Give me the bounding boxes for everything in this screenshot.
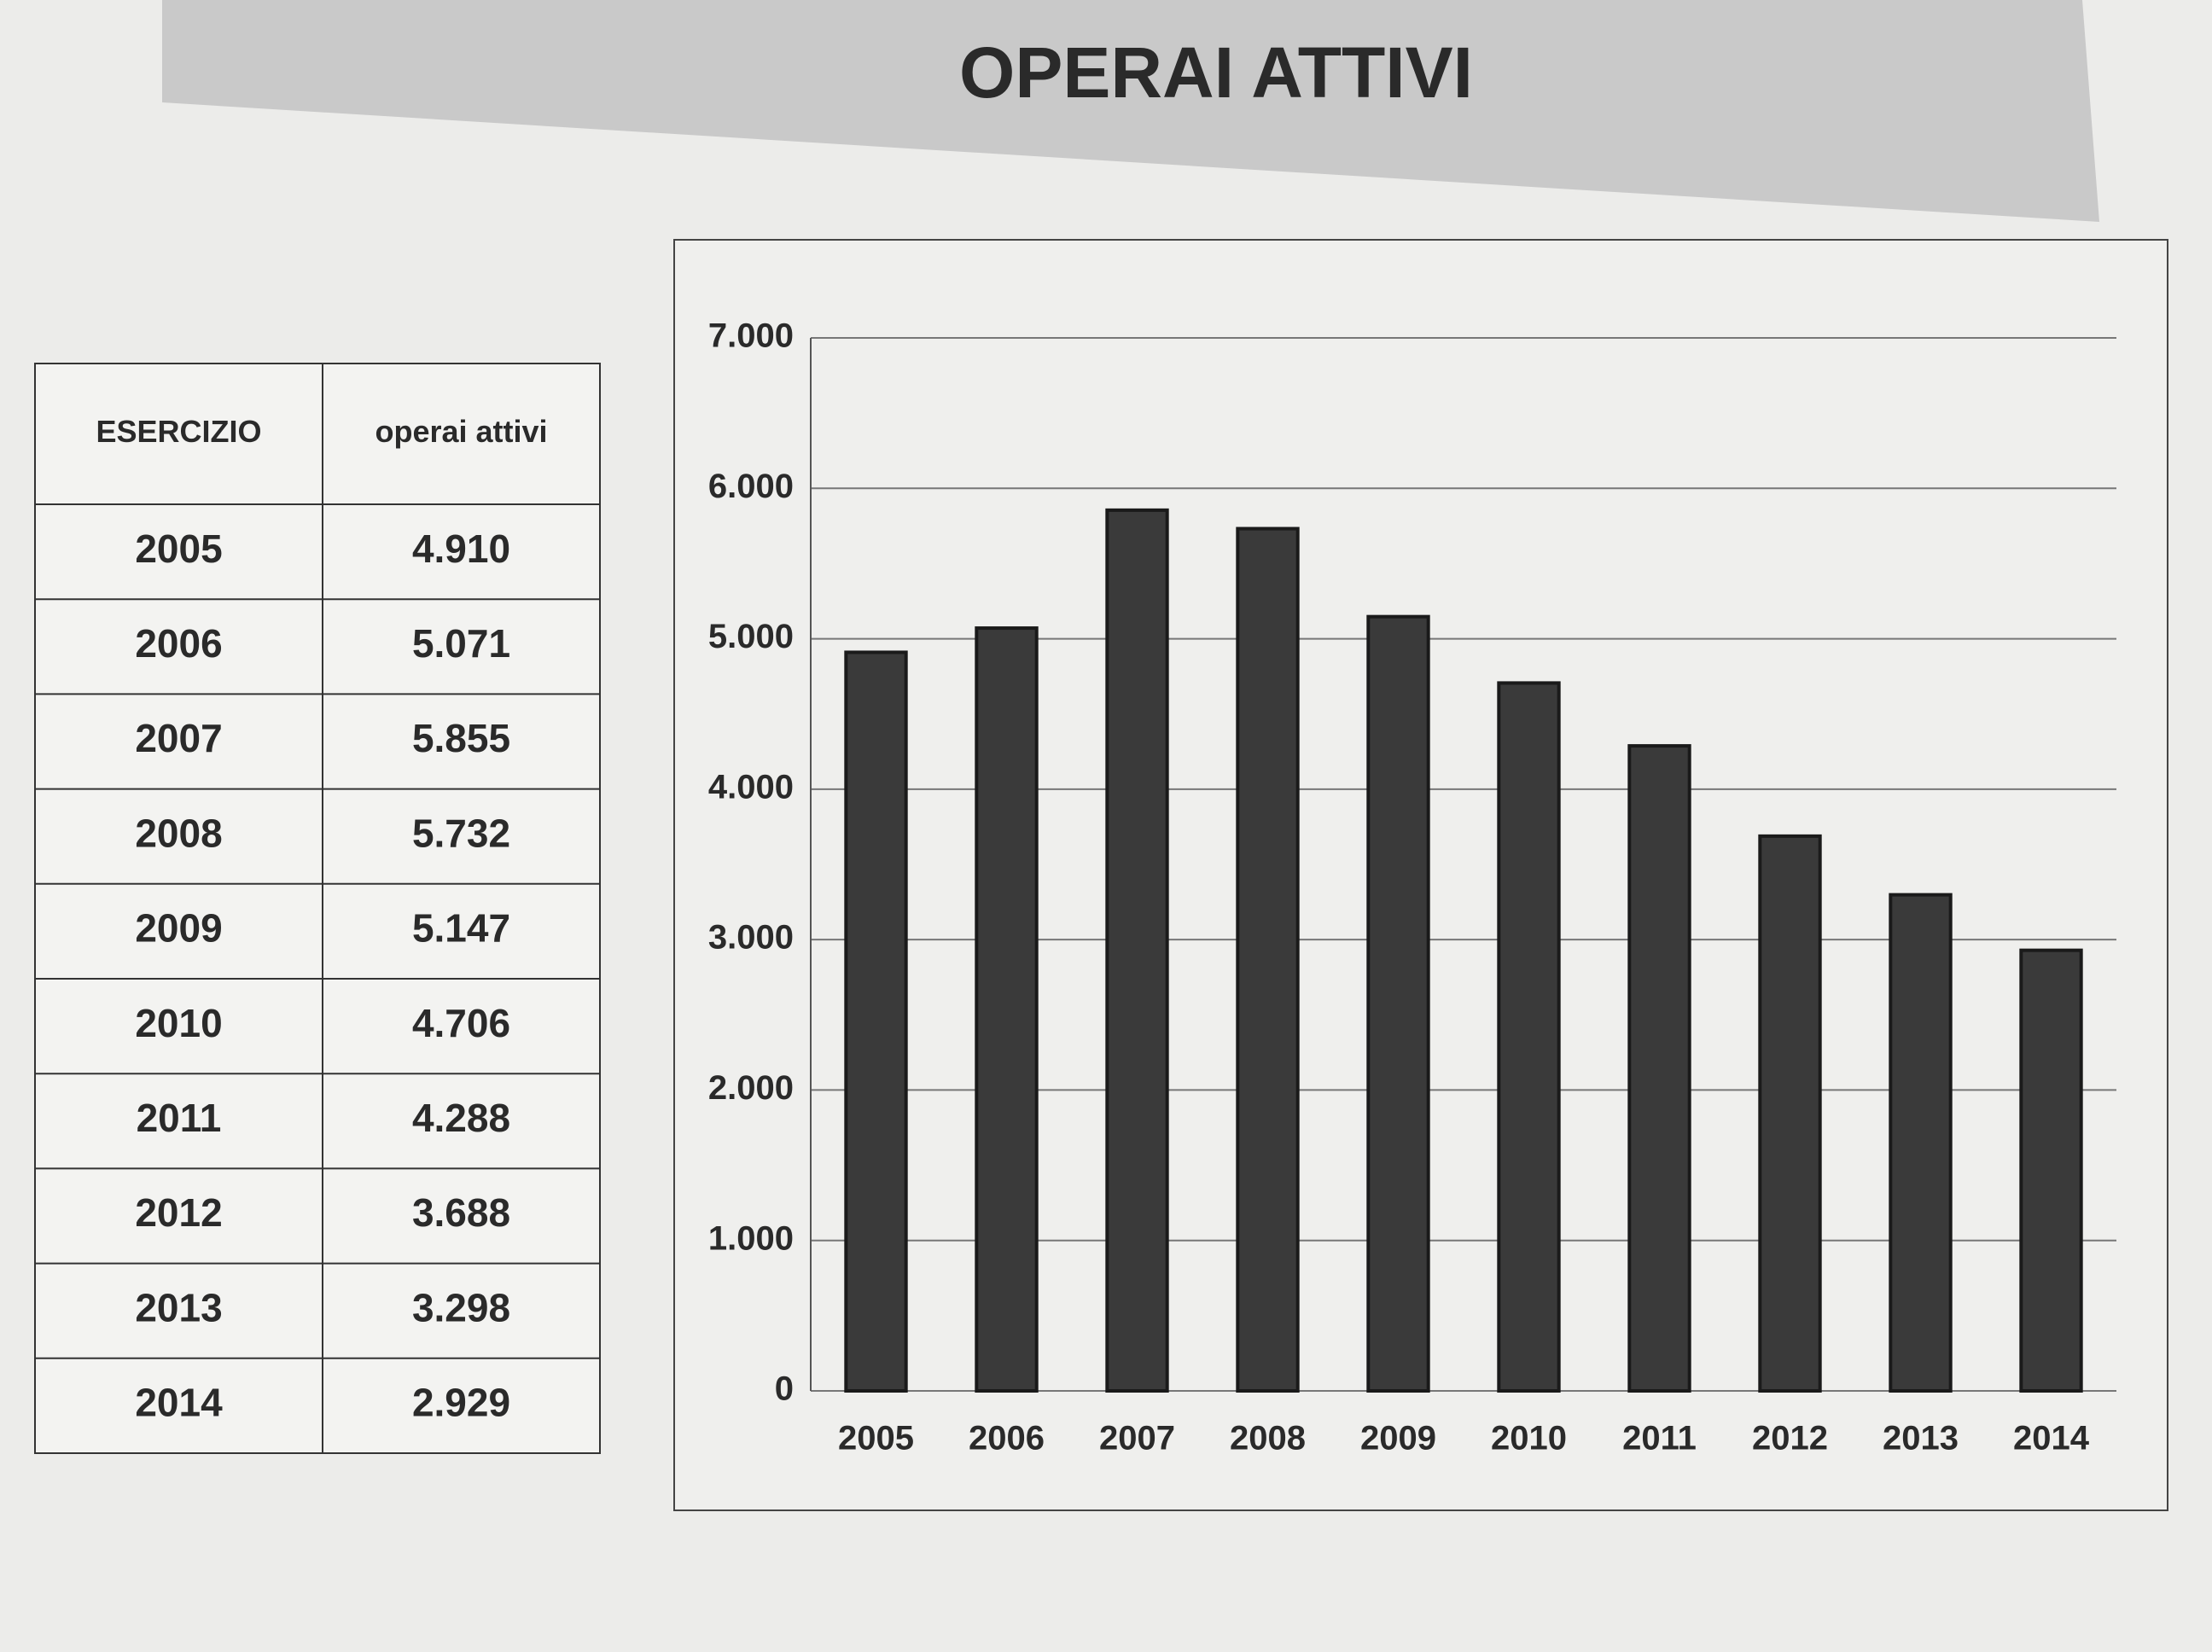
y-tick-label: 1.000 bbox=[708, 1219, 794, 1257]
bar bbox=[1366, 614, 1430, 1393]
table-frame bbox=[34, 363, 601, 1454]
bar bbox=[844, 650, 908, 1393]
bar bbox=[1497, 681, 1561, 1393]
table-cell: 2008 bbox=[135, 811, 222, 855]
bar bbox=[1236, 526, 1300, 1393]
x-tick-label: 2009 bbox=[1360, 1420, 1436, 1457]
table-cell: 4.288 bbox=[412, 1096, 510, 1140]
bar bbox=[1889, 893, 1953, 1393]
table-cell: 5.732 bbox=[412, 811, 510, 855]
x-tick-label: 2010 bbox=[1491, 1420, 1567, 1457]
y-tick-label: 5.000 bbox=[708, 618, 794, 655]
table-cell: 2007 bbox=[135, 716, 222, 760]
table-cell: 2012 bbox=[135, 1190, 222, 1235]
table-cell: 2010 bbox=[135, 1001, 222, 1045]
table-cell: 3.688 bbox=[412, 1190, 510, 1235]
x-tick-label: 2013 bbox=[1883, 1420, 1959, 1457]
data-table: ESERCIZIO operai attivi 2005 4.910 2006 5.071… bbox=[34, 363, 601, 1454]
table-header: ESERCIZIO bbox=[96, 414, 261, 449]
table-cell: 2009 bbox=[135, 906, 222, 951]
y-tick-label: 6.000 bbox=[708, 468, 794, 505]
table-cell: 5.855 bbox=[412, 716, 510, 760]
y-tick-label: 2.000 bbox=[708, 1069, 794, 1107]
x-tick-label: 2006 bbox=[969, 1420, 1045, 1457]
table-cell: 5.071 bbox=[412, 621, 510, 666]
x-tick-label: 2005 bbox=[838, 1420, 914, 1457]
y-tick-label: 7.000 bbox=[708, 317, 794, 355]
page-title: OPERAI ATTIVI bbox=[959, 32, 1473, 113]
y-tick-label: 0 bbox=[775, 1370, 794, 1408]
x-tick-label: 2007 bbox=[1099, 1420, 1175, 1457]
y-tick-label: 3.000 bbox=[708, 919, 794, 957]
table-cell: 4.910 bbox=[412, 526, 510, 571]
x-tick-label: 2008 bbox=[1230, 1420, 1306, 1457]
table-cell: 2014 bbox=[135, 1381, 223, 1425]
table-cell: 2006 bbox=[135, 621, 222, 666]
table-cell: 3.298 bbox=[412, 1285, 510, 1329]
bar bbox=[975, 626, 1039, 1393]
table-cell: 2.929 bbox=[412, 1381, 510, 1425]
title-banner bbox=[162, 0, 2099, 222]
table-cell: 2005 bbox=[135, 526, 222, 571]
table-cell: 4.706 bbox=[412, 1001, 510, 1045]
table-header: operai attivi bbox=[375, 414, 547, 449]
bar bbox=[1758, 834, 1822, 1393]
y-tick-label: 4.000 bbox=[708, 768, 794, 806]
bar bbox=[1627, 744, 1691, 1393]
table-cell: 5.147 bbox=[412, 906, 510, 951]
bar bbox=[2019, 948, 2083, 1393]
table-cell: 2011 bbox=[137, 1096, 222, 1140]
table-cell: 2013 bbox=[135, 1285, 222, 1329]
x-tick-label: 2012 bbox=[1752, 1420, 1828, 1457]
chart: 0 1.000 2.000 3.000 4.000 5.000 6.000 7.000 2005… bbox=[673, 239, 2168, 1511]
bar bbox=[1105, 508, 1169, 1393]
x-tick-label: 2014 bbox=[2013, 1420, 2090, 1457]
x-tick-label: 2011 bbox=[1622, 1420, 1697, 1457]
